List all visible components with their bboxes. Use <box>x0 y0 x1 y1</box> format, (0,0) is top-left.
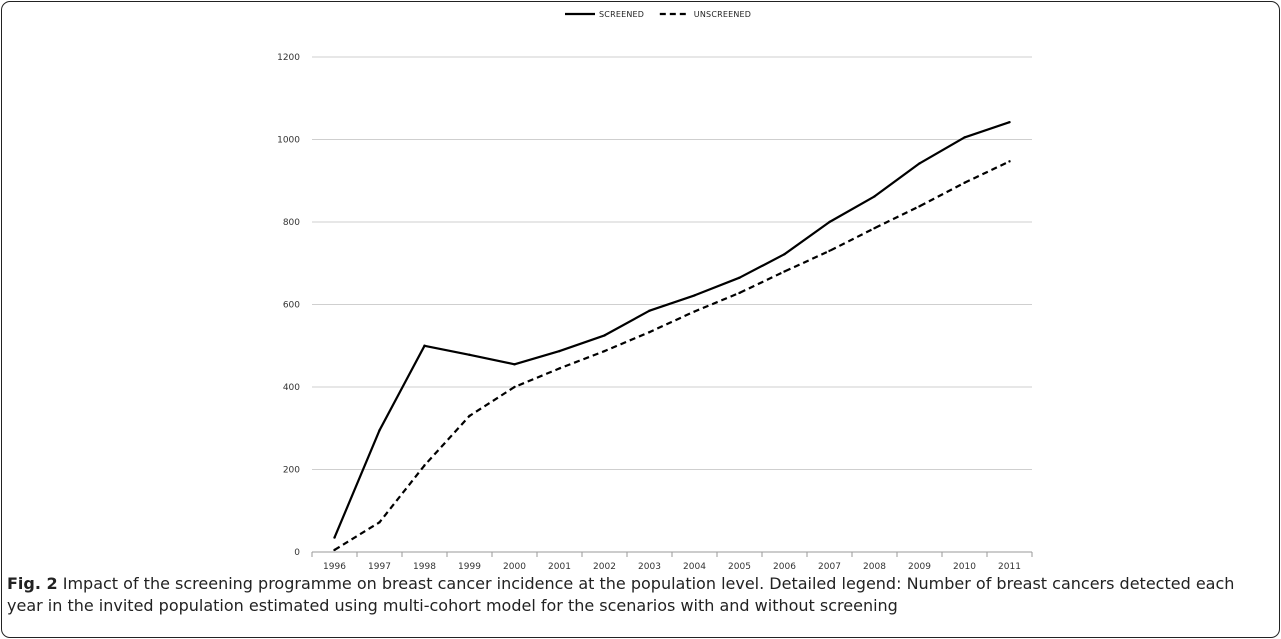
data-point-screened <box>468 353 471 357</box>
x-tick-label: 2009 <box>908 562 931 572</box>
data-point-screened <box>693 294 696 297</box>
data-point-unscreened <box>1008 160 1011 163</box>
data-point-screened <box>648 309 651 312</box>
data-point-screened <box>738 276 741 279</box>
x-tick-label: 2003 <box>638 562 661 572</box>
x-tick-label: 2000 <box>503 562 526 572</box>
series-line-screened <box>333 121 1010 539</box>
data-point-unscreened <box>738 291 741 295</box>
figure-caption: Fig. 2 Impact of the screening programme… <box>7 573 1272 617</box>
x-tick-label: 1998 <box>413 562 436 572</box>
data-point-unscreened <box>558 367 561 370</box>
x-tick-label: 2011 <box>998 562 1021 572</box>
x-tick-label: 2006 <box>773 562 796 572</box>
x-tick-label: 1999 <box>458 562 481 572</box>
data-point-unscreened <box>333 548 336 552</box>
line-chart: 0 200 400 600 800 1000 1200 1996 1997 1998 1999 200… <box>277 10 1033 572</box>
series-line-unscreened <box>333 160 1010 551</box>
data-point-screened <box>378 429 381 432</box>
y-tick-label: 400 <box>283 383 300 393</box>
x-tick-label: 2005 <box>728 562 751 572</box>
data-point-unscreened <box>603 349 606 353</box>
x-tick-label: 1997 <box>368 562 391 572</box>
data-point-screened <box>603 334 606 337</box>
y-tick-label: 800 <box>283 218 300 228</box>
x-tick-label: 2002 <box>593 562 616 572</box>
data-point-unscreened <box>783 270 786 273</box>
data-point-unscreened <box>873 226 876 230</box>
data-point-unscreened <box>423 464 426 467</box>
x-tick-label: 2010 <box>953 562 976 572</box>
axes: 0 200 400 600 800 1000 1200 1996 1997 1998 1999 200… <box>277 53 1033 572</box>
data-point-unscreened <box>513 385 516 389</box>
x-tick-label: 2001 <box>548 562 571 572</box>
x-tick-label: 2008 <box>863 562 886 572</box>
legend: SCREENED UNSCREENED <box>565 10 751 19</box>
data-point-screened <box>918 162 921 165</box>
y-tick-label: 1000 <box>277 136 300 146</box>
data-point-screened <box>1008 120 1011 124</box>
data-point-screened <box>423 344 426 347</box>
data-point-screened <box>873 195 876 198</box>
data-point-screened <box>558 349 561 353</box>
y-tick-label: 600 <box>283 301 300 311</box>
data-point-unscreened <box>468 414 471 418</box>
y-tick-label: 1200 <box>277 53 300 63</box>
data-point-screened <box>513 363 516 366</box>
y-tick-label: 200 <box>283 466 300 476</box>
y-tick-label: 0 <box>294 548 300 558</box>
x-tick-label: 2004 <box>683 562 706 572</box>
x-tick-label: 1996 <box>323 562 346 572</box>
data-point-unscreened <box>963 181 966 185</box>
data-point-unscreened <box>828 249 831 253</box>
data-point-unscreened <box>648 330 651 334</box>
x-tick-label: 2007 <box>818 562 841 572</box>
grid-lines <box>312 56 1032 470</box>
data-point-unscreened <box>693 310 696 313</box>
legend-label-screened: SCREENED <box>599 10 644 19</box>
data-point-screened <box>783 252 786 256</box>
data-point-unscreened <box>918 205 921 208</box>
data-point-screened <box>828 220 831 224</box>
data-point-screened <box>333 536 336 539</box>
data-point-unscreened <box>378 521 381 524</box>
data-point-screened <box>963 136 966 139</box>
caption-label: Fig. 2 <box>7 574 58 593</box>
legend-label-unscreened: UNSCREENED <box>694 10 751 19</box>
caption-text: Impact of the screening programme on bre… <box>7 574 1235 615</box>
series-lines <box>333 120 1011 552</box>
